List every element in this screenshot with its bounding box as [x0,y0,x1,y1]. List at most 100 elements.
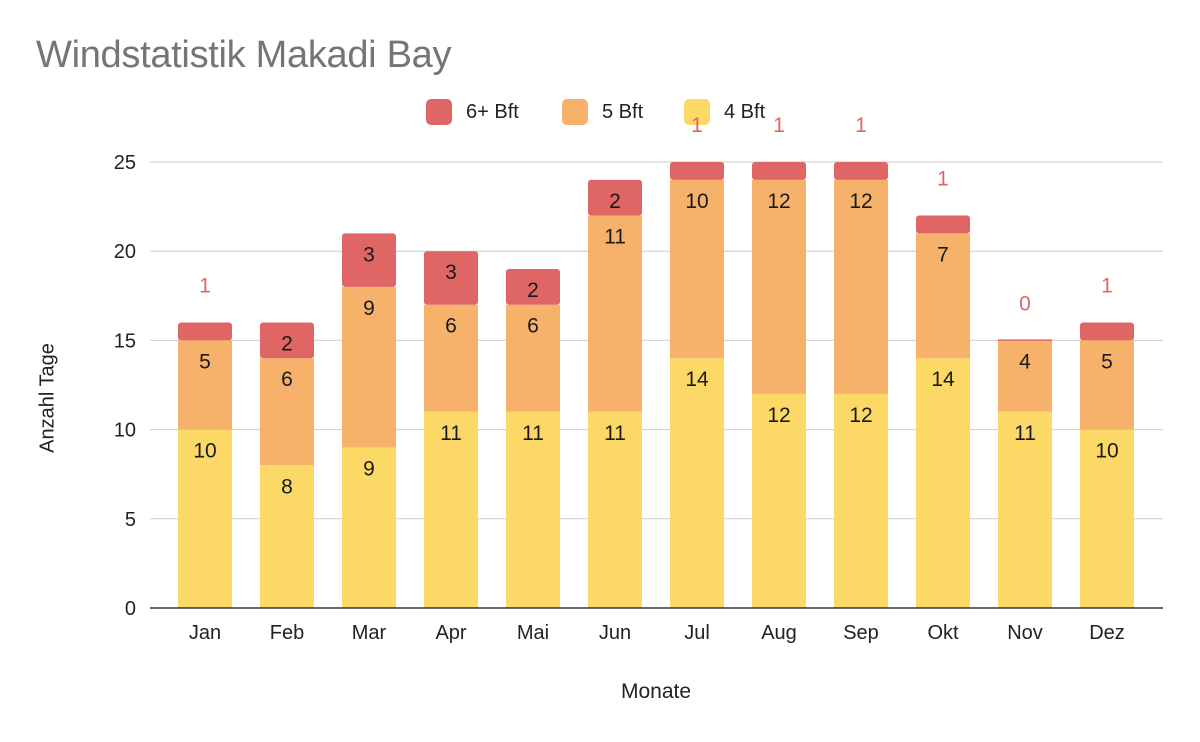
x-tick-label: Dez [1089,622,1125,644]
bar-segment [752,179,806,394]
data-label: 7 [937,243,949,266]
bar-segment [424,304,478,412]
legend-item-6plus-bft: 6+ Bft [426,99,519,125]
bar-segment [752,162,806,180]
bar-segment [588,179,642,216]
legend-item-4-bft: 4 Bft [684,99,765,125]
bar-segment [834,179,888,394]
bar-segment [834,162,888,180]
legend-label-5-bft: 5 Bft [602,100,644,123]
data-label: 11 [604,226,626,249]
data-label: 6 [281,368,293,391]
data-label: 1 [199,275,211,298]
bar-segment [178,429,232,608]
bar-segment [260,358,314,466]
data-label: 10 [685,190,708,213]
x-axis-label: Monate [620,680,692,703]
x-tick-label: Okt [927,622,959,644]
bar-segment [506,411,560,608]
bar-segment [998,339,1052,341]
y-tick-label: 0 [125,598,136,620]
y-tick-label: 15 [114,330,136,352]
bar-segment [916,215,970,234]
x-tick-label: Mar [352,622,387,644]
bar-segment [342,286,396,448]
bar-segment [1080,429,1134,608]
data-label: 1 [855,114,867,137]
bar-segment [178,340,232,430]
bar-segment [834,393,888,608]
data-label: 1 [1101,275,1113,298]
bar-segment [506,269,560,305]
bar-segment [916,233,970,359]
data-label: 2 [281,333,293,356]
y-tick-label: 5 [125,509,136,531]
legend-swatch-6plus-bft [426,99,452,125]
data-label: 6 [445,315,457,338]
y-tick-label: 10 [114,420,136,442]
data-label: 14 [685,368,709,391]
bar-segment [670,162,724,180]
legend-swatch-4-bft [684,99,710,125]
data-label: 6 [527,315,539,338]
bar-segment [260,465,314,608]
data-label: 11 [440,422,462,445]
x-tick-label: Jan [189,622,221,644]
data-label: 12 [767,190,790,213]
bar-segment [588,215,642,412]
legend-label-4-bft: 4 Bft [724,100,766,123]
data-label: 1 [937,168,949,191]
data-label: 5 [199,350,211,373]
x-tick-label: Sep [843,622,879,644]
y-tick-label: 25 [114,152,136,174]
data-label: 10 [193,440,216,463]
bar-segment [1080,340,1134,430]
x-tick-label: Mai [517,622,549,644]
data-label: 10 [1095,440,1118,463]
data-label: 2 [609,190,621,213]
data-label: 8 [281,475,293,498]
bar-segment [424,411,478,608]
data-label: 11 [1014,422,1036,445]
data-label: 9 [363,457,375,480]
bar-segment [998,340,1052,412]
x-tick-label: Jun [599,622,631,644]
data-label: 1 [773,114,785,137]
data-label: 12 [849,190,872,213]
bar-segment [178,322,232,341]
bar-segment [588,411,642,608]
data-label: 14 [931,368,955,391]
x-tick-label: Nov [1007,622,1043,644]
data-label: 11 [522,422,544,445]
data-label: 2 [527,279,539,302]
bar-segment [916,358,970,608]
data-label: 12 [767,404,790,427]
data-label: 12 [849,404,872,427]
legend-swatch-5-bft [562,99,588,125]
data-label: 1 [691,114,703,137]
data-label: 3 [445,261,457,284]
bar-segment [506,304,560,412]
x-tick-label: Feb [270,622,304,644]
legend-item-5-bft: 5 Bft [562,99,643,125]
data-label: 11 [604,422,626,445]
bar-segment [260,322,314,359]
data-label: 4 [1019,350,1031,373]
legend: 6+ Bft 5 Bft 4 Bft [0,99,1200,129]
legend-label-6plus-bft: 6+ Bft [466,100,519,123]
data-label: 0 [1019,292,1031,315]
data-label: 9 [363,297,375,320]
data-label: 3 [363,243,375,266]
bar-segment [1080,322,1134,341]
x-tick-label: Aug [761,622,797,644]
bar-segment [670,179,724,359]
data-label: 5 [1101,350,1113,373]
bar-segment [342,447,396,608]
y-tick-label: 20 [114,241,136,263]
x-tick-label: Apr [435,622,466,644]
bar-segment [670,358,724,608]
bar-segment [342,233,396,287]
bar-segment [998,411,1052,608]
bar-segment [424,251,478,305]
